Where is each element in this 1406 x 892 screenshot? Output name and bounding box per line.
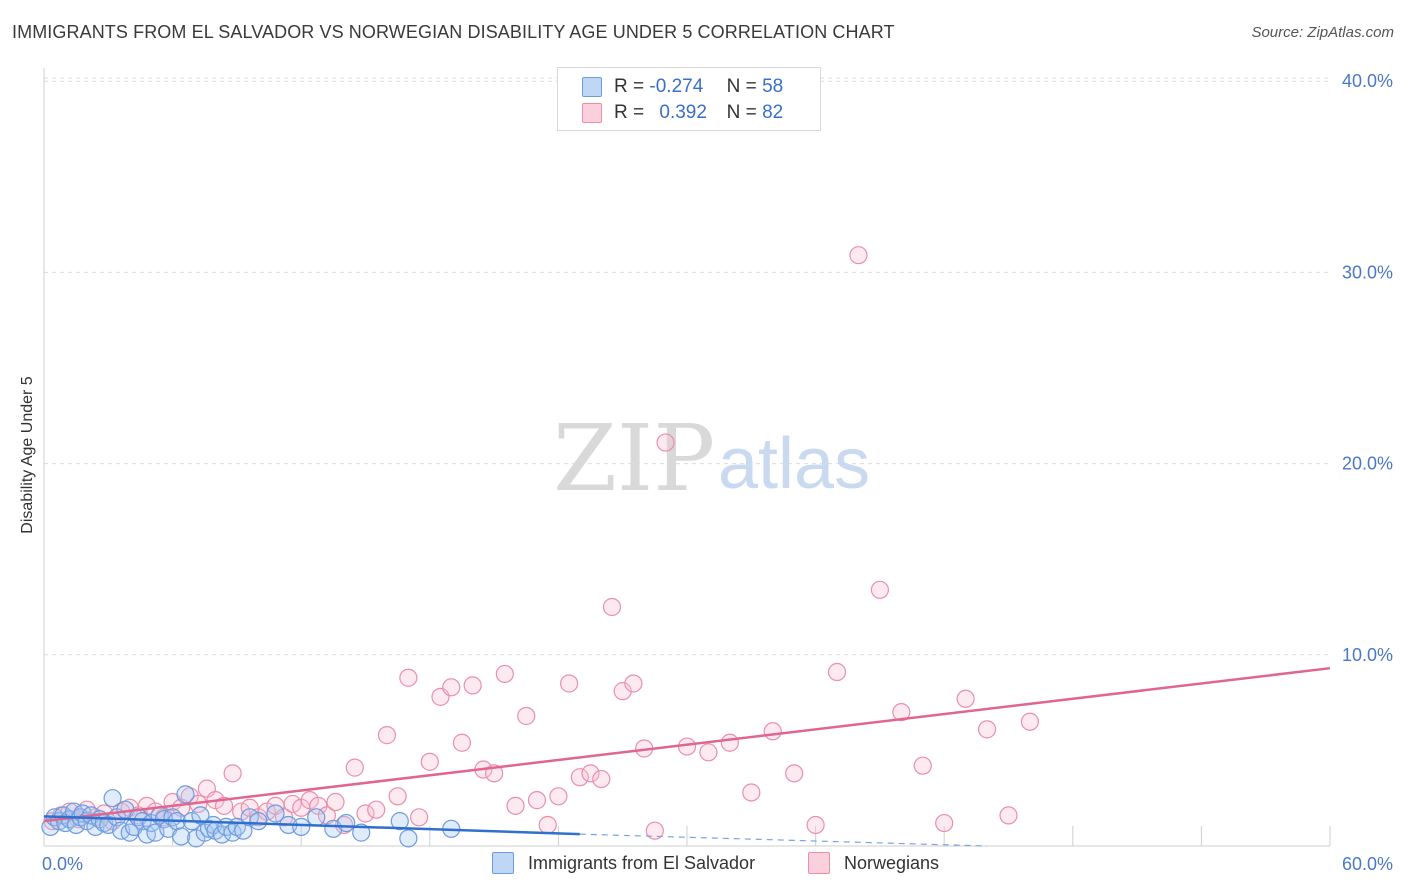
point-norwegians <box>495 664 514 684</box>
axes <box>43 68 1331 847</box>
point-el-salvador <box>191 806 210 825</box>
point-norwegians <box>442 678 461 697</box>
point-norwegians <box>420 752 439 771</box>
point-el-salvador <box>240 808 259 827</box>
point-el-salvador <box>249 812 268 831</box>
point-norwegians <box>935 813 954 833</box>
watermark-atlas: atlas <box>718 424 870 504</box>
legend-swatch-pink <box>582 103 602 123</box>
point-norwegians <box>463 676 482 695</box>
point-norwegians <box>388 787 407 806</box>
point-el-salvador <box>352 823 371 842</box>
legend-r-label: R = <box>614 102 645 123</box>
legend-r-value: -0.274 <box>649 76 704 97</box>
point-norwegians <box>999 806 1018 825</box>
legend-r-value: 0.392 <box>659 102 707 123</box>
legend-n-value: 82 <box>762 102 784 123</box>
legend-label: Immigrants from El Salvador <box>528 852 756 873</box>
point-norwegians <box>326 792 345 812</box>
trend-line-norwegians <box>43 666 1331 823</box>
point-el-salvador <box>307 808 326 827</box>
legend-swatch-pink <box>808 852 830 874</box>
legend-item-el-salvador: Immigrants from El Salvador <box>492 852 755 874</box>
correlation-legend: R = -0.274 N = 58 R = 0.392 N = 82 <box>557 67 821 131</box>
point-norwegians <box>283 794 302 814</box>
legend-n-label: N = <box>726 102 757 123</box>
trend-extension-el-salvador <box>579 833 988 847</box>
point-norwegians <box>560 674 579 693</box>
point-norwegians <box>785 764 804 783</box>
point-el-salvador <box>103 789 122 808</box>
point-norwegians <box>367 800 386 819</box>
point-norwegians <box>602 597 622 617</box>
point-norwegians <box>592 769 611 789</box>
watermark-zip: ZIP <box>553 405 715 512</box>
point-el-salvador <box>172 827 191 846</box>
legend-n-value: 58 <box>762 76 784 97</box>
point-norwegians <box>849 246 868 265</box>
point-norwegians <box>827 662 847 682</box>
point-norwegians <box>624 674 643 693</box>
point-norwegians <box>409 808 429 827</box>
point-norwegians <box>656 433 675 452</box>
point-norwegians <box>645 821 664 840</box>
tick-labels: 10.0% 20.0% 30.0% 40.0% 0.0% 60.0% <box>42 71 1393 874</box>
point-norwegians <box>1020 712 1040 731</box>
y-tick-label: 30.0% <box>1342 262 1393 282</box>
point-norwegians <box>345 758 364 777</box>
data-points <box>41 246 1040 848</box>
x-tick-label: 0.0% <box>42 854 83 874</box>
point-norwegians <box>452 733 472 752</box>
y-tick-label: 40.0% <box>1342 71 1393 91</box>
legend-swatch-blue <box>492 852 514 874</box>
point-norwegians <box>538 815 557 835</box>
legend-label: Norwegians <box>844 852 940 873</box>
point-norwegians <box>517 706 536 726</box>
legend-swatch-blue <box>582 77 602 97</box>
trend-lines <box>43 666 1331 847</box>
point-el-salvador <box>292 817 311 836</box>
gridlines <box>44 77 1330 656</box>
point-norwegians <box>892 703 911 722</box>
point-norwegians <box>549 787 568 806</box>
legend-n-label: N = <box>726 76 757 97</box>
y-tick-label: 10.0% <box>1342 645 1393 665</box>
legend-row-el-salvador: R = -0.274 N = 58 <box>582 75 783 99</box>
series-legend: Immigrants from El Salvador Norwegians <box>0 852 1406 878</box>
point-norwegians <box>223 764 242 783</box>
point-norwegians <box>806 815 825 835</box>
point-norwegians <box>356 804 375 823</box>
point-norwegians <box>742 783 761 802</box>
point-norwegians <box>956 689 975 708</box>
point-norwegians <box>377 726 397 745</box>
point-el-salvador <box>176 785 195 804</box>
point-norwegians <box>913 756 932 775</box>
point-norwegians <box>699 743 718 762</box>
point-norwegians <box>870 580 890 599</box>
legend-item-norwegians: Norwegians <box>808 852 939 874</box>
point-norwegians <box>570 768 589 787</box>
point-el-salvador <box>390 812 409 831</box>
point-el-salvador <box>337 813 356 833</box>
source-label: Source: ZipAtlas.com <box>1251 24 1394 41</box>
y-tick-label: 20.0% <box>1342 454 1393 474</box>
legend-row-norwegians: R = 0.392 N = 82 <box>582 101 783 125</box>
legend-r-label: R = <box>614 76 645 97</box>
point-norwegians <box>977 720 997 739</box>
x-tick-label: 60.0% <box>1342 854 1393 874</box>
point-el-salvador <box>266 804 285 823</box>
point-norwegians <box>527 791 547 810</box>
point-norwegians <box>763 722 782 741</box>
chart-title: IMMIGRANTS FROM EL SALVADOR VS NORWEGIAN… <box>12 22 895 42</box>
point-norwegians <box>214 796 234 815</box>
point-norwegians <box>506 796 525 815</box>
watermark: ZIP atlas <box>553 405 870 512</box>
point-el-salvador <box>399 829 418 848</box>
trend-line-el-salvador <box>43 815 580 836</box>
point-norwegians <box>399 668 418 687</box>
point-norwegians <box>720 733 739 752</box>
point-norwegians <box>581 764 600 783</box>
